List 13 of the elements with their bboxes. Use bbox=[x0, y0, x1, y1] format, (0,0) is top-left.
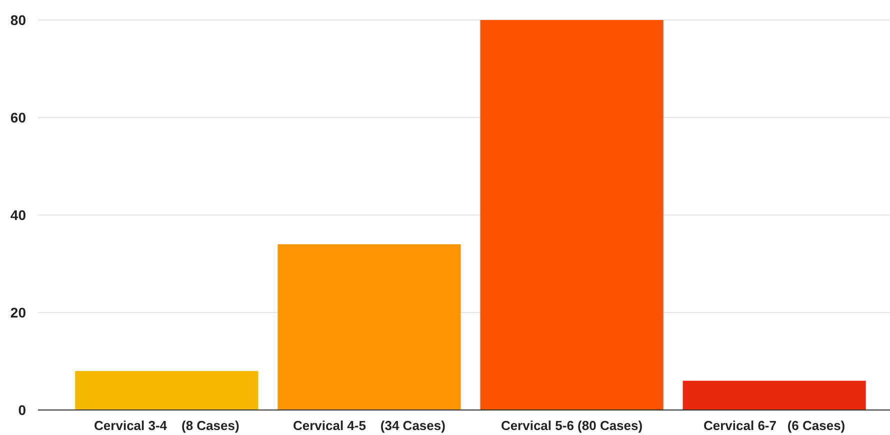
y-tick-label: 80 bbox=[10, 12, 26, 28]
bar bbox=[480, 20, 664, 410]
y-tick-label: 60 bbox=[10, 109, 26, 126]
x-tick-label: Cervical 5-6 (80 Cases) bbox=[500, 418, 643, 433]
x-tick-label: Cervical 3-4 (8 Cases) bbox=[94, 418, 240, 433]
x-tick-label: Cervical 6-7 (6 Cases) bbox=[704, 418, 846, 433]
y-tick-label: 40 bbox=[10, 206, 26, 223]
y-tick-label: 0 bbox=[18, 402, 26, 418]
bar bbox=[278, 244, 461, 410]
bar bbox=[75, 371, 258, 410]
bar bbox=[682, 380, 866, 410]
x-tick-label: Cervical 4-5 (34 Cases) bbox=[292, 418, 446, 433]
y-tick-label: 20 bbox=[10, 304, 26, 320]
